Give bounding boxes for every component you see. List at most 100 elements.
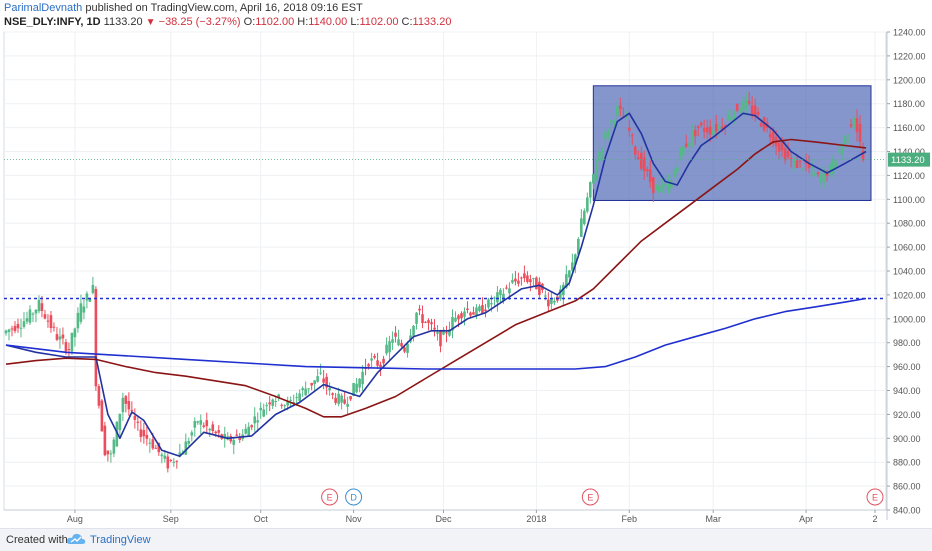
candle <box>430 318 433 331</box>
candle <box>112 437 116 458</box>
candle <box>789 150 793 168</box>
candle-body <box>648 169 652 183</box>
candle-body <box>118 413 122 431</box>
price-change: −38.25 (−3.27%) <box>158 16 241 28</box>
candle <box>298 389 301 404</box>
event-label: E <box>587 493 593 503</box>
price-axis[interactable]: 840.00 860.00 880.00 900.00 920.00 940.00 960.… <box>886 28 926 521</box>
high-value: 1140.00 <box>308 16 348 28</box>
candle <box>607 128 610 141</box>
candle <box>463 307 466 326</box>
candle-body <box>639 152 643 169</box>
candle-body <box>834 161 838 170</box>
candle-body <box>717 125 721 129</box>
time-axis[interactable]: Aug Sep Oct Nov Dec 2018 Feb Mar Apr 2 <box>4 509 886 524</box>
candle <box>511 273 514 284</box>
candle-body <box>277 394 280 398</box>
candle-body <box>121 397 125 413</box>
candle-body <box>154 447 158 449</box>
candle <box>355 377 358 394</box>
candle <box>136 415 140 431</box>
candle-body <box>601 148 604 153</box>
candle <box>322 369 325 390</box>
candle-body <box>481 305 484 314</box>
open-label: O: <box>243 16 256 28</box>
candle <box>43 309 47 320</box>
candle <box>208 427 212 437</box>
candle-body <box>97 386 101 406</box>
candle <box>592 173 595 190</box>
candle-body <box>142 430 146 437</box>
candle-body <box>699 122 703 126</box>
ma-slow-line <box>5 297 867 370</box>
candle <box>406 341 409 358</box>
candle-body <box>214 431 218 434</box>
candle-body <box>259 407 263 411</box>
candle <box>660 178 664 194</box>
candle <box>448 321 451 337</box>
candle <box>265 402 269 415</box>
candle <box>139 420 143 443</box>
price-chart[interactable]: 840.00 860.00 880.00 900.00 920.00 940.00 960.… <box>0 0 932 528</box>
candle-body <box>720 126 724 130</box>
candle-body <box>801 168 805 170</box>
candle <box>103 421 107 457</box>
candle-body <box>684 143 688 147</box>
candle-body <box>831 159 835 174</box>
candle <box>253 407 257 432</box>
candle-body <box>487 299 490 308</box>
candle <box>238 432 242 443</box>
candle-body <box>559 289 562 300</box>
candle-body <box>511 280 514 283</box>
time-tick-label: Nov <box>346 514 363 524</box>
candle <box>184 433 188 455</box>
candle <box>37 295 41 314</box>
candle-body <box>840 146 844 155</box>
candle-body <box>780 141 784 151</box>
candle-body <box>169 459 173 461</box>
candle-body <box>702 128 706 132</box>
candle <box>831 154 835 178</box>
candle-body <box>157 442 161 453</box>
candle-body <box>669 180 673 189</box>
price-tick-label: 920.00 <box>893 410 921 420</box>
candle <box>7 328 11 341</box>
candle-body <box>31 313 35 315</box>
candle-body <box>337 393 340 404</box>
candle-body <box>178 452 182 457</box>
candle <box>627 120 631 137</box>
candle <box>331 392 334 400</box>
author-link[interactable]: ParimalDevnath <box>4 2 83 14</box>
candle <box>538 277 541 298</box>
candle <box>10 325 14 337</box>
event-circle <box>321 488 339 506</box>
candle <box>73 327 77 347</box>
candle-body <box>358 378 361 388</box>
candle <box>211 421 215 435</box>
candle-body <box>382 358 385 364</box>
candle-body <box>184 441 188 455</box>
candle <box>325 373 328 395</box>
candle <box>262 403 266 418</box>
candle <box>639 146 643 171</box>
candle-body <box>112 439 116 454</box>
candle-body <box>199 420 203 425</box>
candle <box>148 438 152 453</box>
candle <box>337 387 340 407</box>
candle-body <box>493 297 496 299</box>
candle-body <box>145 434 149 439</box>
candle <box>663 175 667 196</box>
earnings-marker: E <box>866 488 884 506</box>
candle-body <box>843 135 847 145</box>
tradingview-brand-link[interactable]: TradingView <box>90 534 151 546</box>
candle-body <box>553 300 556 303</box>
candle-body <box>499 289 502 296</box>
candle-body <box>397 339 400 346</box>
candle <box>678 147 682 162</box>
candle-body <box>795 160 799 168</box>
candle <box>672 168 676 178</box>
candle <box>654 184 658 191</box>
dividend-marker: D <box>345 488 363 506</box>
close-label: C: <box>401 16 413 28</box>
candle <box>16 318 20 333</box>
